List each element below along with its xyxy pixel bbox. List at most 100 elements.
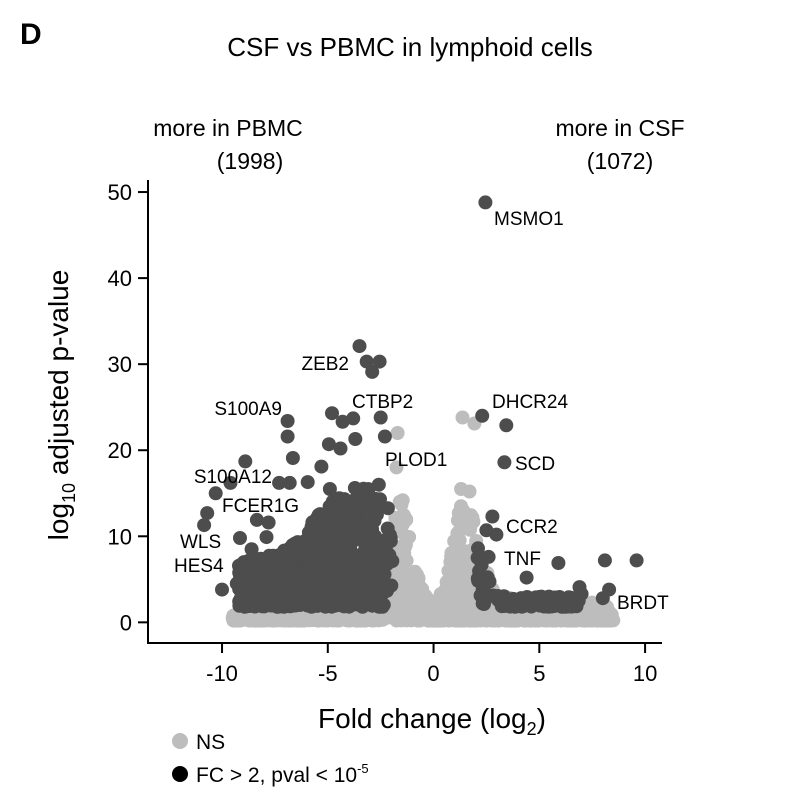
significant-point [341, 511, 355, 526]
significant-point [323, 548, 338, 563]
significant-point [365, 364, 380, 379]
significant-point [334, 524, 349, 539]
chart-title: CSF vs PBMC in lymphoid cells [227, 32, 593, 62]
annotation-left-count: (1998) [217, 148, 283, 174]
significant-point [242, 589, 257, 604]
axis-ticks: -10 -5 0 5 10 0 10 20 30 40 50 [108, 180, 658, 686]
significant-point [223, 475, 238, 490]
ns-point [587, 609, 602, 624]
label-scd: SCD [515, 454, 555, 475]
significant-point [233, 531, 247, 545]
significant-point [315, 514, 330, 529]
label-ccr2: CCR2 [506, 517, 558, 538]
ns-point [395, 597, 410, 612]
significant-point [365, 598, 380, 613]
significant-point [360, 535, 375, 550]
significant-point [471, 541, 485, 556]
significant-point [515, 592, 530, 607]
significant-point [377, 582, 392, 596]
significant-point [322, 499, 337, 514]
panel-letter: D [20, 18, 42, 51]
significant-point [333, 441, 348, 456]
significant-point [238, 454, 253, 469]
ns-point [406, 602, 421, 616]
ns-point [389, 460, 404, 475]
significant-point [280, 429, 295, 444]
significant-point [380, 521, 395, 536]
x-axis-label: Fold change (log2) [318, 703, 546, 739]
ns-point [408, 572, 423, 587]
significant-point [197, 518, 212, 533]
ns-point [265, 612, 279, 627]
ns-point [549, 611, 563, 626]
ns-point [455, 410, 470, 425]
significant-point [595, 591, 610, 606]
significant-point [261, 515, 276, 530]
significant-point [377, 429, 392, 444]
ns-point [394, 541, 409, 556]
significant-point [499, 418, 514, 433]
significant-point [519, 570, 534, 585]
label-dhcr24: DHCR24 [492, 392, 568, 413]
significant-point [497, 455, 512, 470]
significant-point [551, 556, 566, 570]
significant-point [325, 406, 339, 421]
significant-point [244, 542, 259, 557]
data-points [197, 195, 644, 628]
annotation-right: more in CSF [555, 115, 684, 141]
significant-point [335, 414, 350, 429]
y-tick-label: 40 [108, 266, 132, 291]
label-ctbp2: CTBP2 [352, 392, 413, 413]
ns-point [305, 613, 320, 627]
significant-point [316, 598, 331, 613]
significant-point [322, 482, 337, 496]
significant-point [300, 475, 315, 490]
significant-point [559, 592, 574, 607]
significant-point [229, 576, 244, 591]
significant-point [318, 529, 333, 544]
legend: NS FC > 2, pval < 10-5 [172, 731, 369, 787]
significant-point [280, 414, 295, 428]
significant-point [373, 410, 388, 425]
significant-point [313, 541, 328, 556]
ns-point [585, 595, 600, 610]
x-tick-label: 0 [427, 661, 439, 686]
label-fcer1g: FCER1G [222, 496, 299, 517]
ns-point [456, 613, 471, 628]
legend-ns-label: NS [196, 731, 225, 754]
significant-point [346, 411, 361, 426]
significant-point [331, 598, 346, 613]
ns-point [438, 612, 453, 626]
y-axis-label: log10 adjusted p-value [43, 270, 79, 541]
significant-point [321, 437, 336, 452]
ns-point [392, 494, 407, 509]
significant-point [500, 593, 515, 607]
significant-point [314, 459, 329, 474]
y-tick-label: 0 [120, 610, 132, 635]
y-tick-label: 20 [108, 438, 132, 463]
significant-point [259, 530, 274, 545]
ns-point [282, 611, 297, 626]
significant-point [323, 569, 338, 584]
ns-point [438, 591, 453, 606]
significant-point [302, 558, 317, 573]
significant-point [470, 571, 485, 586]
significant-point [574, 586, 589, 601]
significant-point [279, 545, 294, 560]
significant-point [277, 575, 292, 590]
ns-point [458, 601, 473, 616]
gene-labels: MSMO1 ZEB2 S100A9 CTBP2 DHCR24 PLOD1 SCD… [174, 209, 669, 614]
significant-point [296, 536, 311, 551]
significant-point [629, 553, 644, 568]
ns-point [451, 583, 466, 598]
label-wls: WLS [180, 532, 221, 553]
significant-point [352, 572, 367, 587]
ns-point [456, 503, 471, 518]
y-tick-label: 30 [108, 352, 132, 377]
significant-point [532, 591, 547, 606]
x-tick-label: -10 [206, 661, 238, 686]
annotation-right-count: (1072) [587, 148, 653, 174]
ns-point [404, 613, 419, 628]
significant-point [282, 596, 297, 610]
